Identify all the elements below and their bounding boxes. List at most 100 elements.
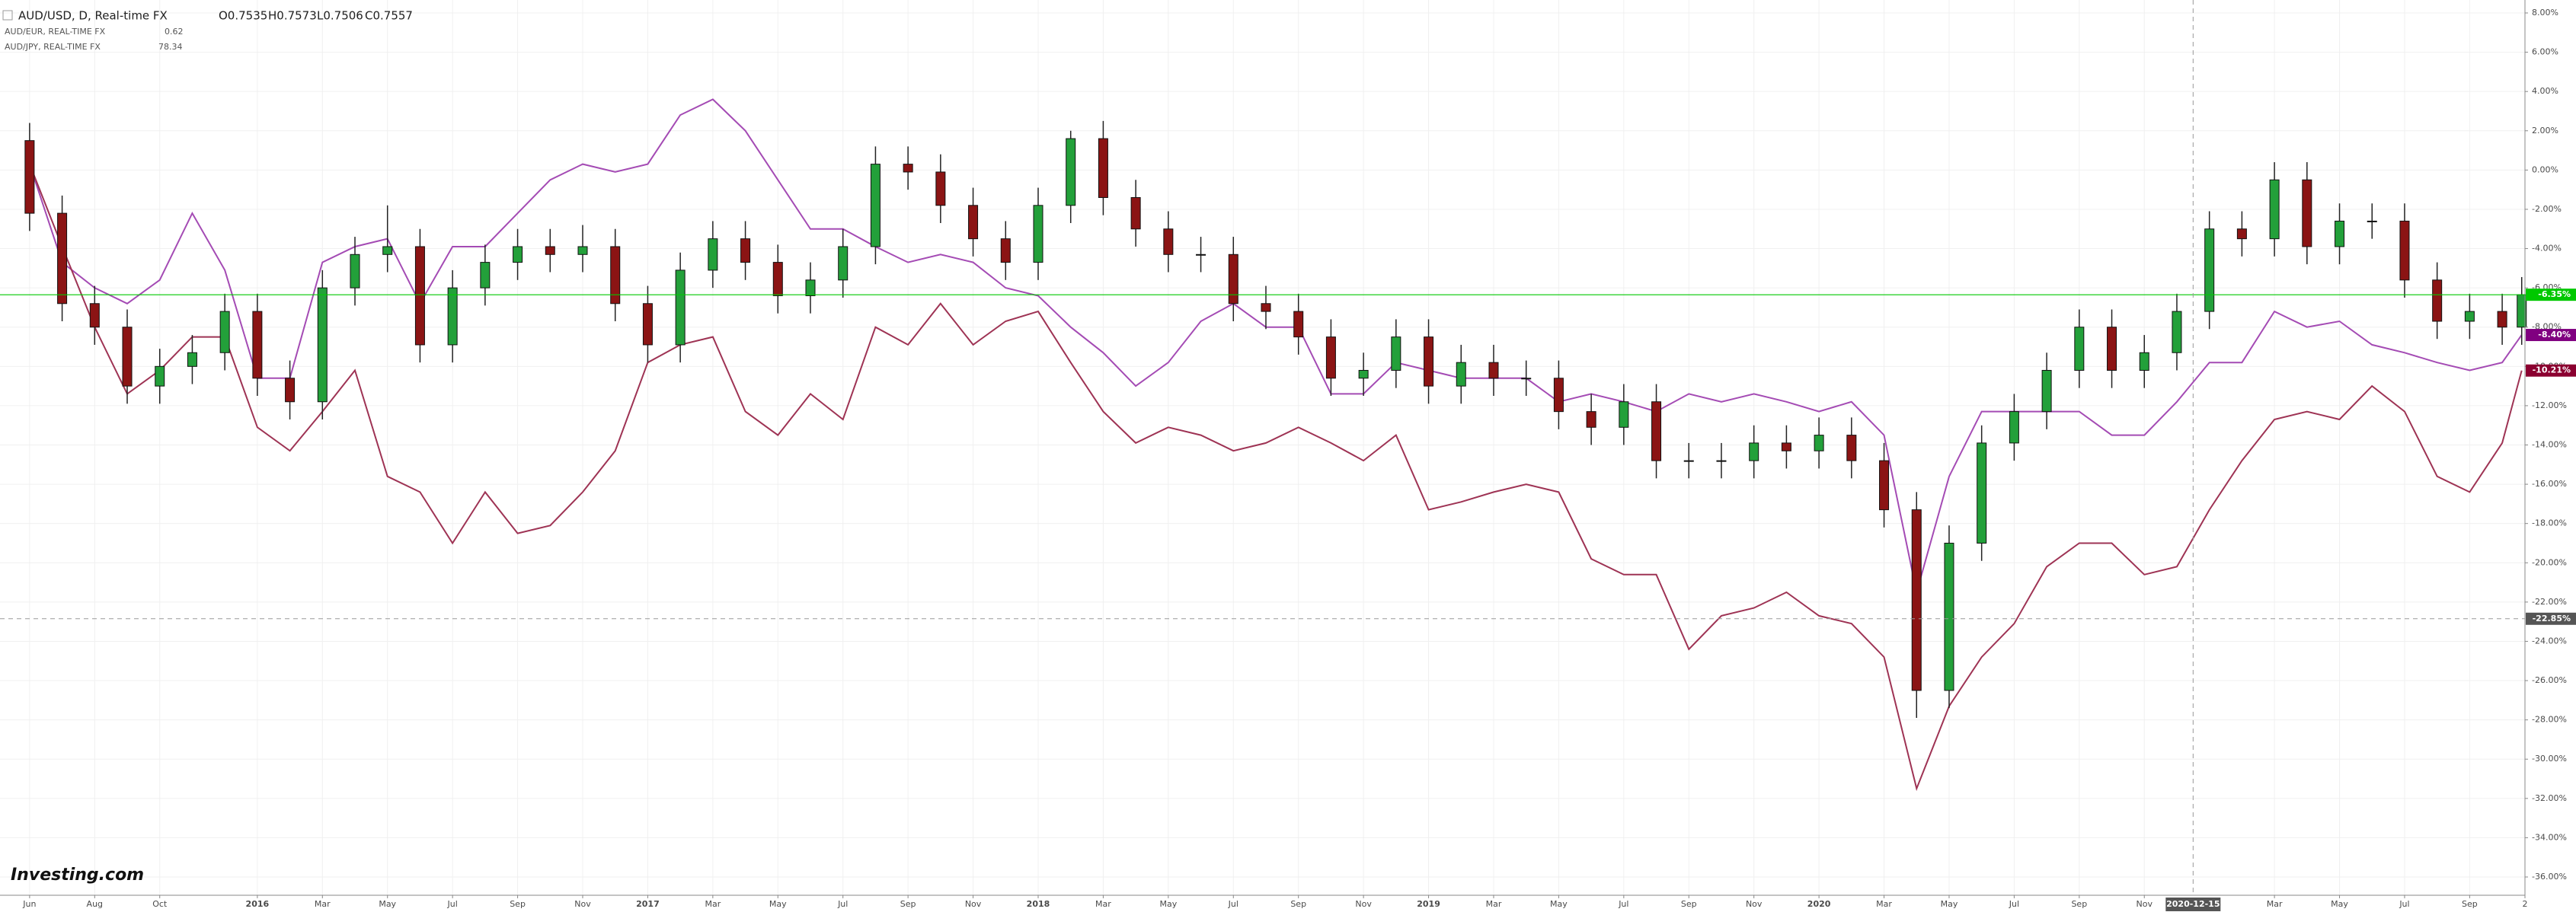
y-tick-label: 6.00% [2532,47,2558,57]
x-tick-label: Nov [2137,899,2153,909]
crosshair-y-label: -22.85% [2533,614,2571,623]
candle-body [382,246,393,255]
candle-body [1944,542,1954,691]
plot [24,98,2527,792]
y-tick-label: -30.00% [2532,754,2567,764]
candle-body [935,171,946,206]
y-tick-label: -18.00% [2532,518,2567,528]
candle-body [187,352,197,367]
series-line [28,98,2523,593]
candle-body [447,287,458,346]
y-tick-label: 8.00% [2532,8,2558,18]
candle-body [577,246,588,255]
x-tick-label: 2020 [1807,899,1831,909]
x-tick-label: Mar [1876,899,1892,909]
candle-body [1358,369,1369,379]
y-tick-label: -26.00% [2532,675,2567,685]
candle-body [1033,205,1044,263]
y-tick-label: -20.00% [2532,557,2567,567]
crosshair-x-label: 2020-12-15 [2166,899,2220,909]
candle-body [870,164,881,247]
legend-entry[interactable]: AUD/EUR, REAL-TIME FX [5,27,106,37]
candle-body [2009,411,2019,444]
candle-body [1488,362,1499,379]
x-tick-label: Jul [1618,899,1628,909]
last-price-box [2526,329,2576,342]
candle-body [2399,220,2410,281]
x-tick-label: Nov [1746,899,1763,909]
candle-body [1586,411,1596,428]
y-tick-label: -16.00% [2532,479,2567,489]
crosshair-x-box [2165,898,2221,911]
x-tick-label: Jul [2399,899,2409,909]
main-symbol: AUD/USD, D, Real-time FX [18,9,168,23]
candle-body [1977,442,1987,544]
x-tick-label: Mar [2267,899,2283,909]
candle-body [1196,254,1207,256]
candle-body [1911,509,1922,691]
candle-body [1325,336,1336,379]
candle-body [1293,311,1304,338]
logo: Investing.com [11,866,144,885]
last-price-box [2526,289,2576,301]
last-price-label: -10.21% [2533,365,2571,375]
y-tick-label: -34.00% [2532,832,2567,842]
candle-body [642,303,653,346]
candle-body [1814,435,1824,451]
candle-body [219,311,230,353]
candle-body [285,378,296,403]
quote-low: L0.7506 [317,9,363,23]
series-line [28,164,2523,792]
candle-body [1228,254,1238,305]
x-tick-label: May [379,899,396,909]
x-tick-label: Jul [2009,899,2019,909]
x-tick-label: Mar [705,899,721,909]
candle-body [1553,378,1564,413]
candle-body [1391,336,1401,371]
candle-body [708,238,718,271]
y-tick-label: 2.00% [2532,126,2558,136]
candle-body [2497,311,2507,328]
x-tick-label: Sep [2462,899,2478,909]
y-tick-label: 0.00% [2532,164,2558,174]
candle-body [610,246,621,305]
candle-body [2269,179,2280,240]
candle-body [2107,327,2117,371]
x-tick-label: 2019 [1417,899,1440,909]
candle-body [1879,460,1890,511]
legend-entry[interactable]: AUD/JPY, REAL-TIME FX [5,42,101,52]
y-tick-label: -2.00% [2532,204,2562,214]
candle-body [2464,311,2475,322]
candle-body [350,254,360,289]
x-tick-label: Aug [87,899,103,909]
candle-body [1456,362,1466,387]
candle-body [1163,228,1174,255]
legend-quote: 78.34 [158,42,183,52]
candle-body [2074,327,2085,371]
candle-body [2204,228,2215,312]
candle-body [545,246,555,255]
x-tick-label: Mar [1095,899,1111,909]
y-tick-label: -12.00% [2532,400,2567,410]
x-tick-label: 2017 [636,899,660,909]
candle-body [1651,401,1662,461]
candle-body [838,246,849,281]
candle-body [2236,228,2247,240]
candle-body [805,279,816,296]
x-tick-label: May [2331,899,2348,909]
candle-body [1781,442,1791,451]
x-tick-label: Sep [900,899,916,909]
candle-body [2172,311,2182,353]
y-tick-label: 4.00% [2532,86,2558,96]
x-tick-label: Nov [1355,899,1372,909]
candle-body [1130,196,1141,230]
y-tick-label: -32.00% [2532,793,2567,803]
candle-body [968,205,979,240]
y-tick-label: -22.00% [2532,597,2567,607]
candle-body [2335,220,2345,247]
x-tick-label: Jun [22,899,36,909]
collapse-button[interactable] [2,10,13,21]
y-tick-label: -4.00% [2532,244,2562,254]
